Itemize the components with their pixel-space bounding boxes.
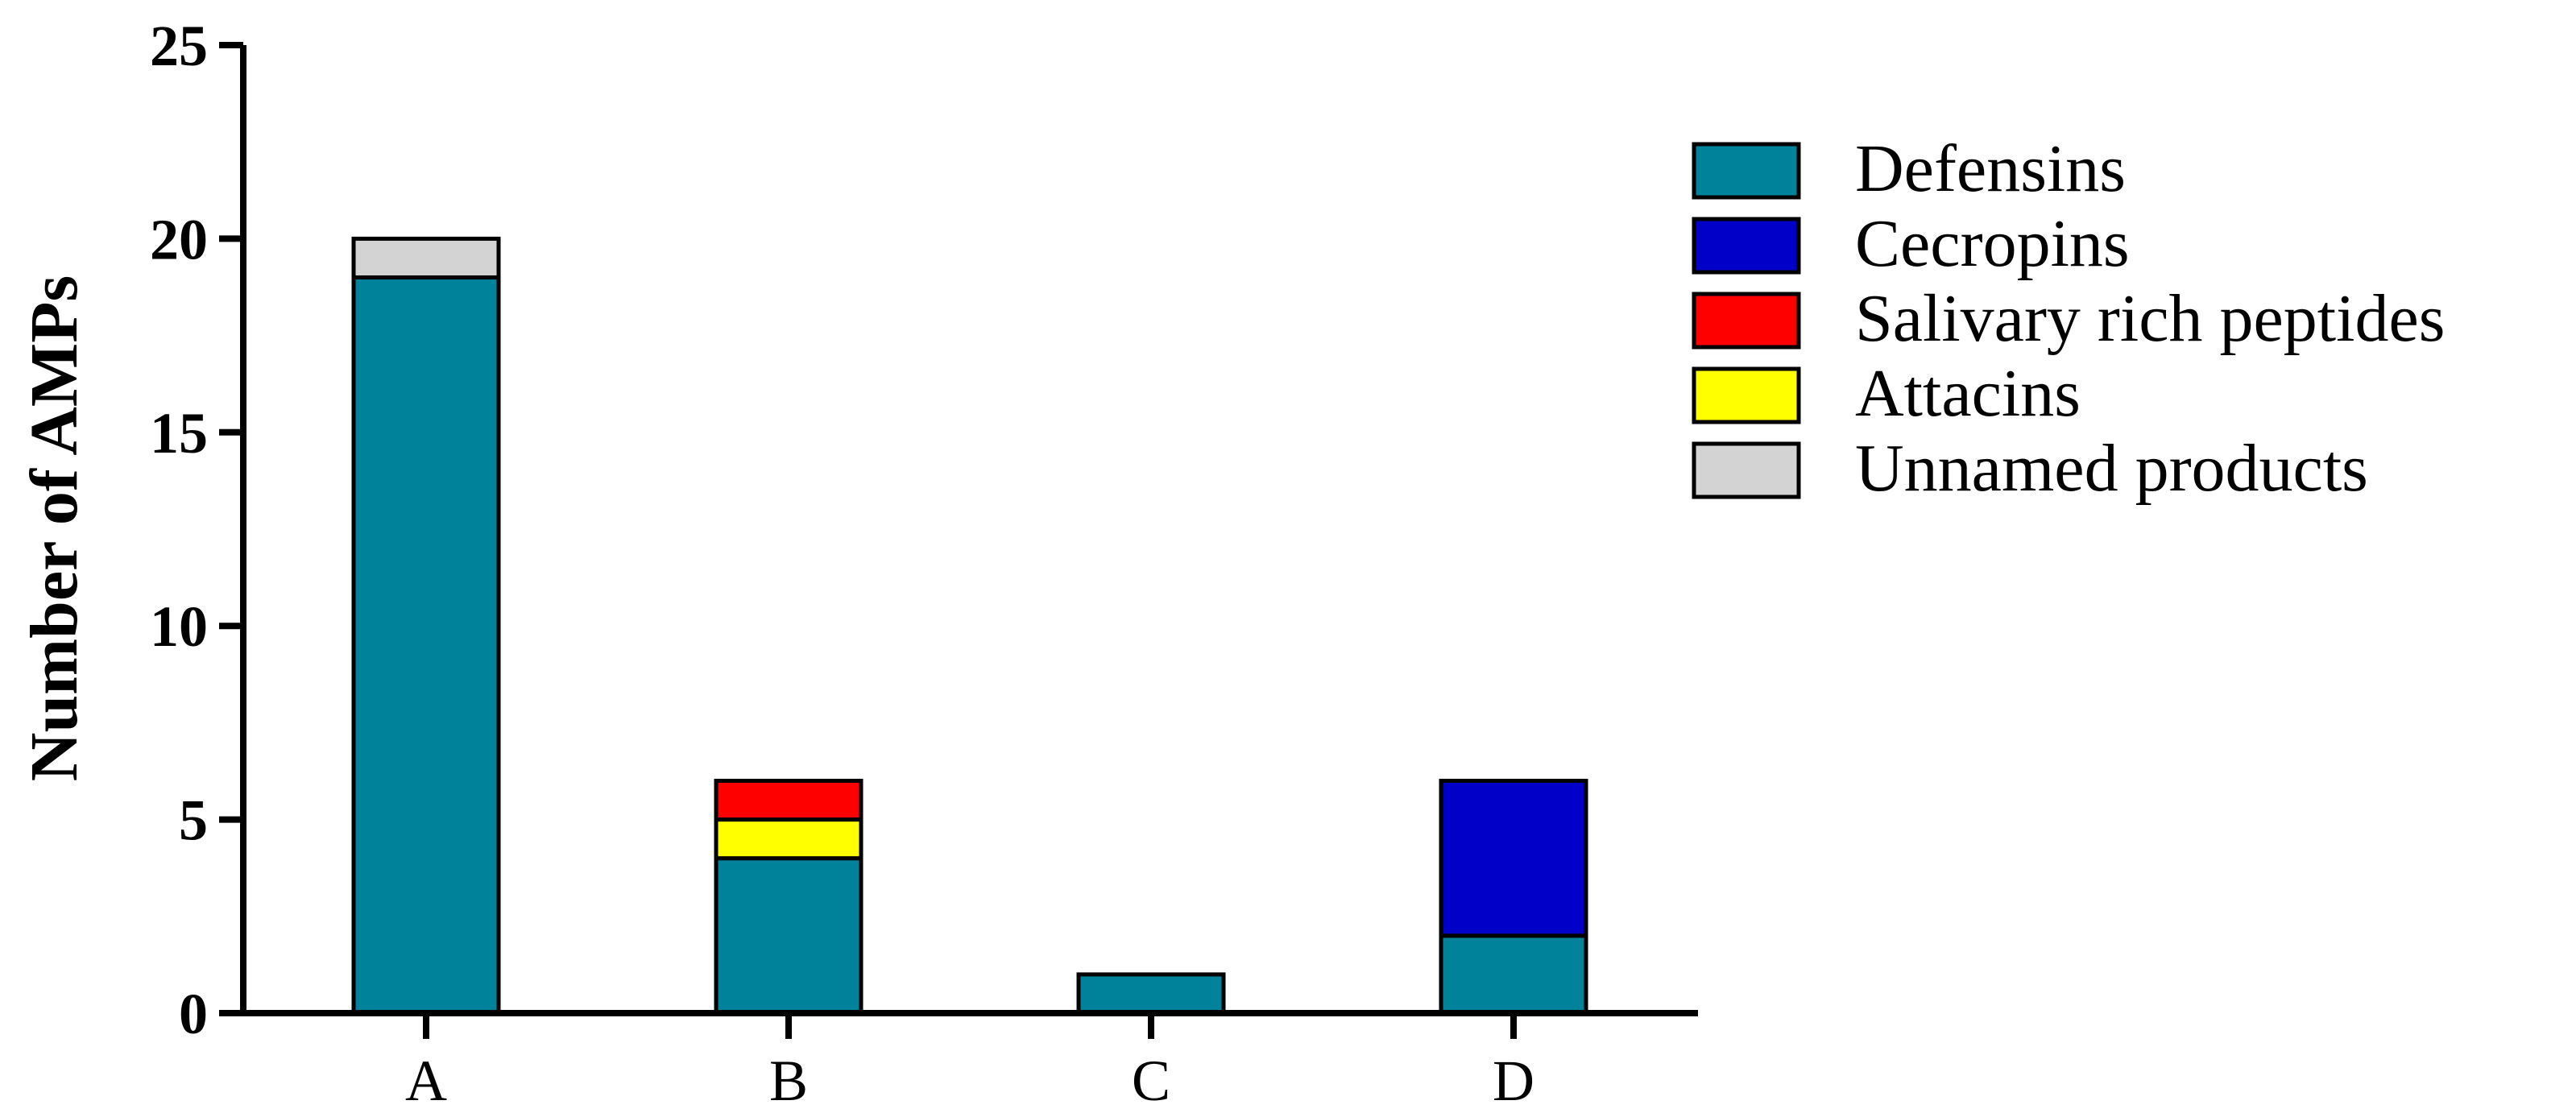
y-tick-label-15: 15 <box>150 401 208 465</box>
y-tick-label-0: 0 <box>179 982 208 1046</box>
x-axis: A B C D <box>240 1010 1698 1113</box>
y-tick-label-10: 10 <box>150 594 208 659</box>
bar-D-defensins <box>1439 933 1588 1016</box>
legend-swatch-defensins <box>1692 142 1801 200</box>
x-tick-label-B: B <box>769 1049 808 1113</box>
bar-A-unnamed-products <box>351 236 501 279</box>
legend-label-cecropins: Cecropins <box>1855 206 2130 281</box>
y-tick-label-25: 25 <box>150 14 208 78</box>
legend-swatch-cecropins <box>1692 217 1801 275</box>
legend-label-unnamed-products: Unnamed products <box>1855 431 2368 506</box>
legend-swatch-unnamed-products <box>1692 441 1801 499</box>
x-tick-label-C: C <box>1132 1049 1170 1113</box>
plot-area <box>351 236 1588 1016</box>
bar-B-attacins <box>714 817 863 861</box>
y-axis-title: Number of AMPs <box>17 275 92 781</box>
y-tick-label-20: 20 <box>150 207 208 271</box>
legend-label-attacins: Attacins <box>1855 356 2081 431</box>
bar-C-defensins <box>1076 972 1226 1016</box>
bar-D-cecropins <box>1439 779 1588 938</box>
x-tick-label-D: D <box>1493 1049 1534 1113</box>
x-tick-label-A: A <box>405 1049 447 1113</box>
legend-label-defensins: Defensins <box>1855 131 2126 206</box>
y-axis: 0 5 10 15 20 25 <box>150 14 246 1046</box>
legend-swatch-salivary-rich-peptides <box>1692 292 1801 350</box>
legend-label-salivary-rich-peptides: Salivary rich peptides <box>1855 281 2445 356</box>
bar-A-defensins <box>351 275 501 1016</box>
bar-B-salivary-rich-peptides <box>714 779 863 822</box>
y-tick-label-5: 5 <box>179 788 208 853</box>
legend-swatch-attacins <box>1692 366 1801 424</box>
bar-B-defensins <box>714 856 863 1016</box>
